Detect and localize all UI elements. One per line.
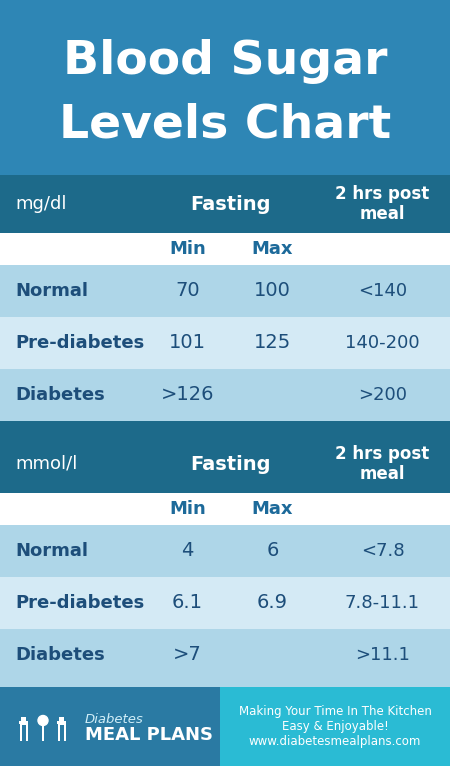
Text: <7.8: <7.8 [361, 542, 404, 560]
Bar [0, 681, 450, 687]
Text: 125: 125 [254, 333, 291, 352]
Bar [0, 687, 220, 766]
Text: Diabetes: Diabetes [15, 646, 105, 664]
Text: 100: 100 [254, 281, 291, 300]
Text: 2 hrs post
meal: 2 hrs post meal [335, 444, 430, 483]
Bar [220, 687, 450, 766]
Text: Max: Max [252, 240, 293, 258]
Text: 6.1: 6.1 [172, 594, 203, 613]
Bar [64, 721, 66, 741]
Bar [0, 421, 450, 435]
Text: Normal: Normal [15, 282, 88, 300]
Bar [0, 317, 450, 369]
Text: >11.1: >11.1 [355, 646, 410, 664]
Text: Levels Chart: Levels Chart [59, 103, 391, 148]
Bar [20, 721, 22, 741]
Bar [0, 265, 450, 317]
Text: MEAL PLANS: MEAL PLANS [85, 726, 213, 745]
Text: Making Your Time In The Kitchen
Easy & Enjoyable!
www.diabetesmealplans.com: Making Your Time In The Kitchen Easy & E… [238, 705, 432, 748]
Bar [0, 493, 450, 525]
Bar [0, 233, 450, 265]
Bar [0, 0, 450, 175]
Text: >200: >200 [358, 386, 407, 404]
Text: 2 hrs post
meal: 2 hrs post meal [335, 185, 430, 224]
Text: Diabetes: Diabetes [15, 386, 105, 404]
Text: mg/dl: mg/dl [15, 195, 67, 213]
Text: Normal: Normal [15, 542, 88, 560]
Bar [58, 721, 60, 741]
Bar [0, 629, 450, 681]
Text: 140-200: 140-200 [345, 334, 420, 352]
Text: 4: 4 [181, 542, 194, 561]
Bar [0, 525, 450, 577]
Circle shape [38, 715, 48, 725]
Text: 70: 70 [175, 281, 200, 300]
Text: >126: >126 [161, 385, 214, 404]
Bar [21, 716, 26, 725]
Bar [0, 369, 450, 421]
Text: Fasting: Fasting [190, 195, 270, 214]
Text: Min: Min [169, 500, 206, 518]
Text: Diabetes: Diabetes [85, 713, 144, 726]
Text: <140: <140 [358, 282, 407, 300]
Bar [26, 721, 28, 741]
Bar [19, 721, 28, 724]
Bar [0, 435, 450, 493]
Bar [59, 716, 64, 725]
Text: >7: >7 [173, 646, 202, 664]
Text: Min: Min [169, 240, 206, 258]
Text: Pre-diabetes: Pre-diabetes [15, 594, 144, 612]
Bar [0, 577, 450, 629]
Text: 6: 6 [266, 542, 279, 561]
Text: Blood Sugar: Blood Sugar [63, 40, 387, 84]
Bar [0, 175, 450, 233]
Text: 101: 101 [169, 333, 206, 352]
Text: Fasting: Fasting [190, 454, 270, 473]
Text: Max: Max [252, 500, 293, 518]
Text: Pre-diabetes: Pre-diabetes [15, 334, 144, 352]
Bar [57, 721, 66, 724]
Text: mmol/l: mmol/l [15, 455, 77, 473]
Bar [42, 725, 44, 741]
Text: 7.8-11.1: 7.8-11.1 [345, 594, 420, 612]
Text: 6.9: 6.9 [257, 594, 288, 613]
